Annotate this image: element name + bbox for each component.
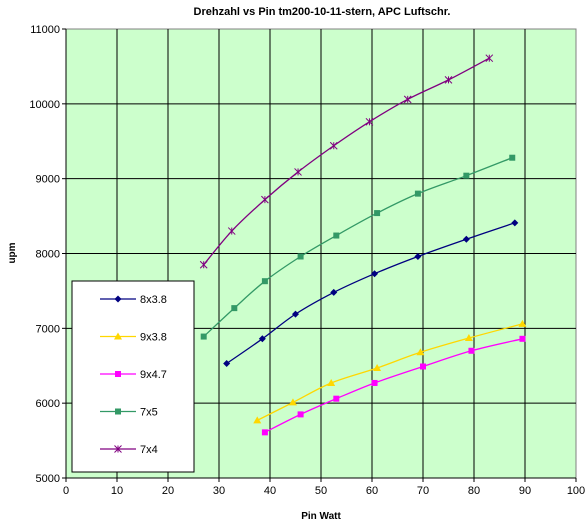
x-tick-label: 40 bbox=[264, 485, 276, 497]
data-point bbox=[294, 168, 302, 176]
data-point bbox=[414, 190, 421, 197]
data-point bbox=[333, 395, 340, 402]
y-tick-label: 7000 bbox=[36, 323, 60, 335]
data-point bbox=[227, 227, 236, 235]
data-point bbox=[463, 172, 470, 179]
legend-item: 8x3.8 bbox=[100, 294, 167, 306]
x-tick-label: 80 bbox=[468, 485, 480, 497]
data-point bbox=[258, 335, 266, 343]
legend-marker bbox=[114, 295, 122, 303]
x-tick-label: 20 bbox=[162, 485, 174, 497]
legend-item: 7x4 bbox=[100, 444, 158, 456]
data-point bbox=[373, 363, 382, 371]
data-point bbox=[261, 278, 268, 285]
data-point bbox=[462, 235, 470, 243]
x-tick-label: 0 bbox=[63, 485, 69, 497]
x-tick-label: 100 bbox=[567, 485, 585, 497]
legend-label: 7x4 bbox=[140, 444, 158, 456]
legend-label: 8x3.8 bbox=[140, 294, 167, 306]
ticks: 0 10 20 30 40 50 60 70 80 90 100 5000 6000 7000 8000 90… bbox=[29, 24, 585, 497]
x-tick-label: 70 bbox=[417, 485, 429, 497]
legend-marker bbox=[114, 332, 122, 340]
series-line bbox=[226, 222, 516, 365]
data-point bbox=[261, 195, 269, 204]
y-tick-label: 9000 bbox=[36, 174, 60, 186]
legend-item: 9x3.8 bbox=[100, 332, 167, 344]
data-point bbox=[371, 379, 378, 386]
data-point bbox=[223, 360, 231, 368]
x-tick-label: 50 bbox=[315, 485, 327, 497]
data-point bbox=[333, 232, 340, 239]
y-tick-label: 5000 bbox=[36, 473, 60, 485]
x-tick-label: 90 bbox=[519, 485, 531, 497]
data-point bbox=[327, 378, 336, 386]
legend-marker bbox=[114, 445, 122, 453]
data-point bbox=[468, 347, 475, 354]
data-point bbox=[261, 429, 268, 436]
series-9x3.8 bbox=[253, 319, 527, 424]
legend-label: 9x4.7 bbox=[140, 369, 167, 381]
data-point bbox=[420, 363, 426, 370]
data-point bbox=[509, 154, 516, 161]
data-point bbox=[200, 333, 207, 340]
legend-box bbox=[71, 280, 195, 473]
y-tick-label: 10000 bbox=[29, 99, 60, 111]
data-point bbox=[297, 411, 304, 418]
series-8x3.8 bbox=[223, 219, 519, 368]
data-point bbox=[519, 335, 526, 342]
legend-item: 7x5 bbox=[100, 407, 158, 419]
data-point bbox=[371, 270, 379, 278]
y-tick-label: 6000 bbox=[36, 398, 60, 410]
data-point bbox=[511, 219, 519, 227]
data-point bbox=[365, 117, 374, 126]
data-point bbox=[199, 260, 208, 269]
data-point bbox=[485, 54, 494, 63]
y-tick-label: 11000 bbox=[30, 24, 60, 36]
legend-label: 9x3.8 bbox=[140, 332, 167, 344]
data-point bbox=[464, 334, 473, 342]
legend-label: 7x5 bbox=[140, 407, 158, 419]
data-point bbox=[330, 288, 338, 296]
series-7x5 bbox=[200, 154, 516, 340]
x-tick-label: 10 bbox=[111, 485, 123, 497]
series-9x4.7 bbox=[261, 335, 526, 436]
y-axis-label: upm bbox=[7, 242, 18, 263]
legend: 8x3.8 9x3.8 9x4.7 7x5 7x4 bbox=[71, 280, 195, 473]
data-point bbox=[288, 398, 297, 406]
data-point bbox=[292, 310, 299, 318]
data-point bbox=[374, 210, 381, 217]
data-point bbox=[231, 305, 238, 312]
series-layer bbox=[199, 54, 527, 436]
chart-title: Drehzahl vs Pin tm200-10-11-stern, APC L… bbox=[194, 6, 451, 18]
legend-item: 9x4.7 bbox=[100, 369, 167, 381]
x-tick-label: 30 bbox=[213, 485, 225, 497]
y-tick-label: 8000 bbox=[36, 249, 60, 261]
legend-marker bbox=[115, 408, 121, 415]
data-point bbox=[253, 416, 262, 424]
series-7x4 bbox=[199, 54, 494, 269]
data-point bbox=[329, 141, 338, 150]
x-tick-label: 60 bbox=[366, 485, 378, 497]
data-point bbox=[444, 76, 453, 84]
data-point bbox=[518, 319, 527, 327]
x-axis-label: Pin Watt bbox=[301, 511, 341, 522]
data-point bbox=[416, 348, 425, 356]
data-point bbox=[414, 252, 422, 260]
data-point bbox=[403, 95, 412, 104]
legend-marker bbox=[115, 371, 121, 377]
data-point bbox=[297, 253, 304, 260]
